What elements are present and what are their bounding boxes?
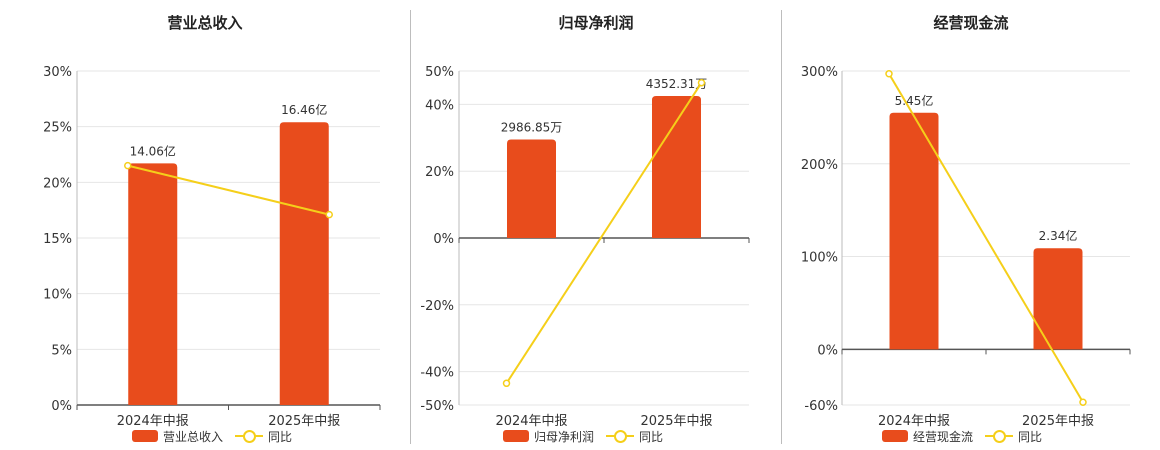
chart-panel-cash-flow: 经营现金流 -60% 0% 100% 200% 300% 2024年中报 2025年中报 5.… bbox=[782, 0, 1160, 450]
legend-line-label[interactable]: 同比 bbox=[639, 429, 664, 444]
chart-panel-revenue: 营业总收入 0% 5% 10% 15% 20% 25% 30% 2024年中报 2025年中报 1… bbox=[0, 0, 410, 450]
legend-line-swatch[interactable] bbox=[606, 430, 635, 443]
panel-divider bbox=[410, 10, 411, 444]
yoy-point bbox=[325, 210, 333, 219]
y-tick-label: 0% bbox=[433, 232, 454, 247]
x-tick-label: 2025年中报 bbox=[268, 414, 340, 429]
legend-line-swatch[interactable] bbox=[235, 430, 264, 443]
bar bbox=[889, 112, 939, 350]
yoy-point bbox=[1079, 398, 1087, 406]
y-tick-label: 0% bbox=[51, 399, 72, 414]
y-tick-label: 30% bbox=[43, 65, 72, 80]
y-tick-label: -50% bbox=[420, 399, 454, 414]
chart-svg-net-profit: -50% -40% -20% 0% 20% 40% 50% 2024年中报 2025年中报 298… bbox=[420, 65, 750, 429]
bar-value-label: 16.46亿 bbox=[281, 102, 327, 117]
bar bbox=[507, 139, 556, 238]
yoy-line bbox=[888, 73, 1084, 403]
y-tick-label: -60% bbox=[804, 399, 838, 414]
y-tick-label: -20% bbox=[420, 299, 454, 314]
chart-title: 归母净利润 bbox=[558, 14, 634, 32]
chart-legend: 营业总收入 同比 bbox=[132, 427, 292, 445]
bar-value-label: 2986.85万 bbox=[501, 120, 563, 134]
chart-legend: 归母净利润 同比 bbox=[503, 427, 663, 445]
chart-svg-revenue: 0% 5% 10% 15% 20% 25% 30% 2024年中报 2025年中报 14.06亿 1… bbox=[43, 65, 381, 429]
bar-value-label: 2.34亿 bbox=[1039, 228, 1078, 243]
y-tick-label: 25% bbox=[43, 121, 72, 136]
y-tick-label: 20% bbox=[43, 176, 72, 191]
y-tick-label: 40% bbox=[425, 98, 454, 113]
y-tick-label: 20% bbox=[425, 165, 454, 180]
legend-line-label[interactable]: 同比 bbox=[1018, 429, 1043, 444]
y-tick-label: 15% bbox=[43, 232, 72, 247]
legend-bar-label[interactable]: 营业总收入 bbox=[163, 429, 224, 444]
x-tick-label: 2025年中报 bbox=[1022, 414, 1094, 429]
y-tick-label: -40% bbox=[420, 366, 454, 381]
chart-svg-cash-flow: -60% 0% 100% 200% 300% 2024年中报 2025年中报 5.45亿 2.3… bbox=[801, 65, 1131, 429]
legend-line-swatch[interactable] bbox=[985, 430, 1014, 443]
legend-bar-swatch[interactable] bbox=[882, 430, 908, 442]
yoy-line bbox=[127, 164, 330, 216]
yoy-line bbox=[505, 82, 703, 384]
y-tick-label: 0% bbox=[817, 343, 838, 358]
x-tick-label: 2024年中报 bbox=[117, 414, 189, 429]
y-tick-label: 200% bbox=[801, 158, 838, 173]
yoy-point bbox=[885, 70, 893, 78]
y-tick-label: 10% bbox=[43, 288, 72, 303]
x-tick-label: 2025年中报 bbox=[640, 414, 712, 429]
bar-value-label: 4352.31万 bbox=[646, 77, 708, 91]
yoy-point bbox=[697, 78, 706, 87]
bar bbox=[279, 122, 329, 406]
y-tick-label: 100% bbox=[801, 251, 838, 266]
yoy-point bbox=[502, 379, 511, 388]
bar-value-label: 5.45亿 bbox=[895, 93, 934, 108]
panel-divider bbox=[781, 10, 782, 444]
y-tick-label: 50% bbox=[425, 65, 454, 80]
chart-title: 营业总收入 bbox=[167, 14, 243, 32]
chart-panel-net-profit: 归母净利润 -50% -40% -20% 0% 20% 40% 50% 2024年中报 2025… bbox=[411, 0, 781, 450]
legend-bar-swatch[interactable] bbox=[503, 430, 529, 442]
bar bbox=[128, 163, 178, 405]
chart-legend: 经营现金流 同比 bbox=[882, 427, 1042, 445]
legend-bar-label[interactable]: 经营现金流 bbox=[913, 429, 974, 444]
legend-line-label[interactable]: 同比 bbox=[268, 429, 293, 444]
x-tick-label: 2024年中报 bbox=[495, 414, 567, 429]
bar bbox=[652, 96, 701, 238]
bar bbox=[1033, 248, 1083, 350]
x-tick-label: 2024年中报 bbox=[878, 414, 950, 429]
y-tick-label: 300% bbox=[801, 65, 838, 80]
yoy-point bbox=[124, 161, 132, 170]
legend-bar-swatch[interactable] bbox=[132, 430, 158, 442]
y-tick-label: 5% bbox=[51, 343, 72, 358]
chart-title: 经营现金流 bbox=[933, 14, 1009, 32]
legend-bar-label[interactable]: 归母净利润 bbox=[534, 429, 595, 444]
bar-value-label: 14.06亿 bbox=[130, 143, 176, 158]
